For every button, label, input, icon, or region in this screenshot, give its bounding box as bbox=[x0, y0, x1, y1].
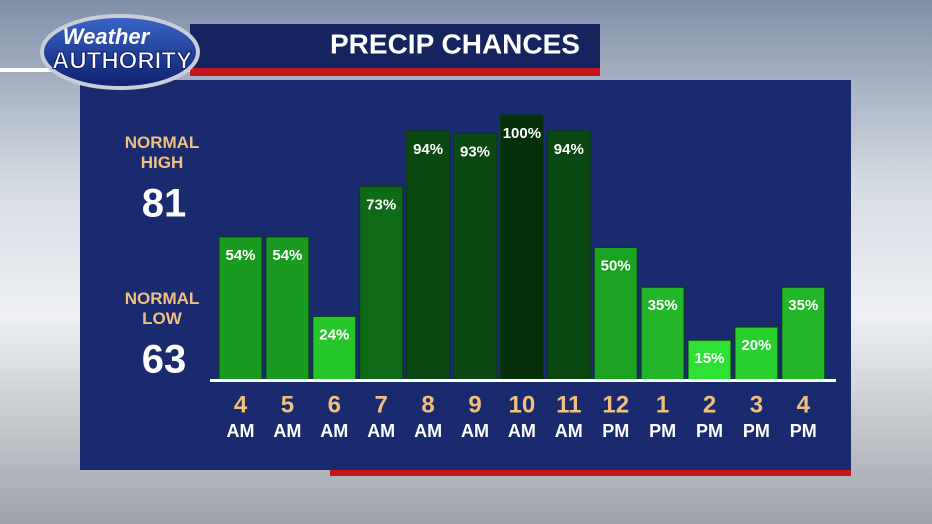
bar bbox=[359, 186, 404, 381]
chart-title: PRECIP CHANCES bbox=[330, 28, 580, 59]
value-label: 73% bbox=[366, 197, 396, 214]
value-label: 94% bbox=[554, 141, 584, 158]
normal-low-label: NORMAL LOW bbox=[125, 289, 200, 328]
x-tick-label: 4 bbox=[234, 391, 248, 418]
bar bbox=[312, 315, 357, 381]
bar bbox=[406, 130, 451, 381]
x-tick-label: 12 bbox=[602, 391, 629, 418]
bar bbox=[499, 114, 544, 381]
x-tick-period: AM bbox=[555, 421, 583, 441]
normal-low-value: 63 bbox=[142, 338, 187, 382]
x-tick-label: 7 bbox=[375, 391, 388, 418]
x-tick-label: 8 bbox=[421, 391, 434, 418]
bar bbox=[453, 133, 497, 381]
x-tick-period: PM bbox=[649, 421, 676, 441]
x-tick-label: 6 bbox=[328, 391, 341, 418]
x-tick-period: AM bbox=[320, 421, 348, 441]
value-label: 93% bbox=[460, 144, 490, 161]
x-tick-period: PM bbox=[602, 421, 629, 441]
value-label: 50% bbox=[601, 257, 631, 274]
value-label: 94% bbox=[413, 141, 443, 158]
value-label: 20% bbox=[741, 337, 771, 354]
x-tick-period: AM bbox=[367, 421, 395, 441]
bar bbox=[218, 236, 263, 381]
x-tick-period: AM bbox=[414, 421, 442, 441]
x-tick-label: 1 bbox=[656, 391, 669, 418]
x-tick-period: PM bbox=[696, 421, 723, 441]
value-label: 35% bbox=[788, 297, 818, 314]
title-stripe bbox=[190, 68, 600, 76]
bar bbox=[734, 326, 779, 381]
x-tick-period: AM bbox=[461, 421, 489, 441]
bar bbox=[781, 286, 826, 381]
value-label: 15% bbox=[694, 350, 724, 367]
x-tick-period: AM bbox=[227, 421, 255, 441]
value-label: 54% bbox=[225, 247, 255, 264]
bars: 54% 4 AM 54% 5 AM 24% 6 AM 73% 7 AM 94% 8 AM 93% 9 AM 100%… bbox=[218, 114, 826, 441]
x-tick-label: 5 bbox=[281, 391, 294, 418]
logo-text: Weather bbox=[63, 24, 151, 49]
x-tick-period: AM bbox=[508, 421, 536, 441]
x-tick-period: PM bbox=[790, 421, 817, 441]
normal-high-value: 81 bbox=[142, 182, 187, 226]
x-tick-label: 4 bbox=[797, 391, 811, 418]
bar bbox=[265, 236, 310, 381]
value-label: 24% bbox=[319, 326, 349, 343]
bar bbox=[546, 130, 591, 381]
x-tick-label: 3 bbox=[750, 391, 763, 418]
value-label: 35% bbox=[648, 297, 678, 314]
x-tick-period: AM bbox=[273, 421, 301, 441]
x-tick-period: PM bbox=[743, 421, 770, 441]
logo-badge bbox=[40, 14, 200, 90]
accent-stripe bbox=[330, 470, 851, 476]
x-tick-label: 9 bbox=[468, 391, 481, 418]
bar bbox=[687, 339, 732, 381]
bar bbox=[640, 286, 685, 381]
normal-high-label: NORMAL HIGH bbox=[125, 133, 200, 172]
x-tick-label: 11 bbox=[556, 391, 581, 418]
x-tick-label: 10 bbox=[509, 391, 536, 418]
value-label: 54% bbox=[272, 247, 302, 264]
title-bar bbox=[190, 24, 600, 68]
x-tick-label: 2 bbox=[703, 391, 716, 418]
logo-text: AUTHORITY bbox=[52, 47, 192, 74]
baseline bbox=[210, 379, 836, 382]
value-label: 100% bbox=[503, 125, 541, 142]
